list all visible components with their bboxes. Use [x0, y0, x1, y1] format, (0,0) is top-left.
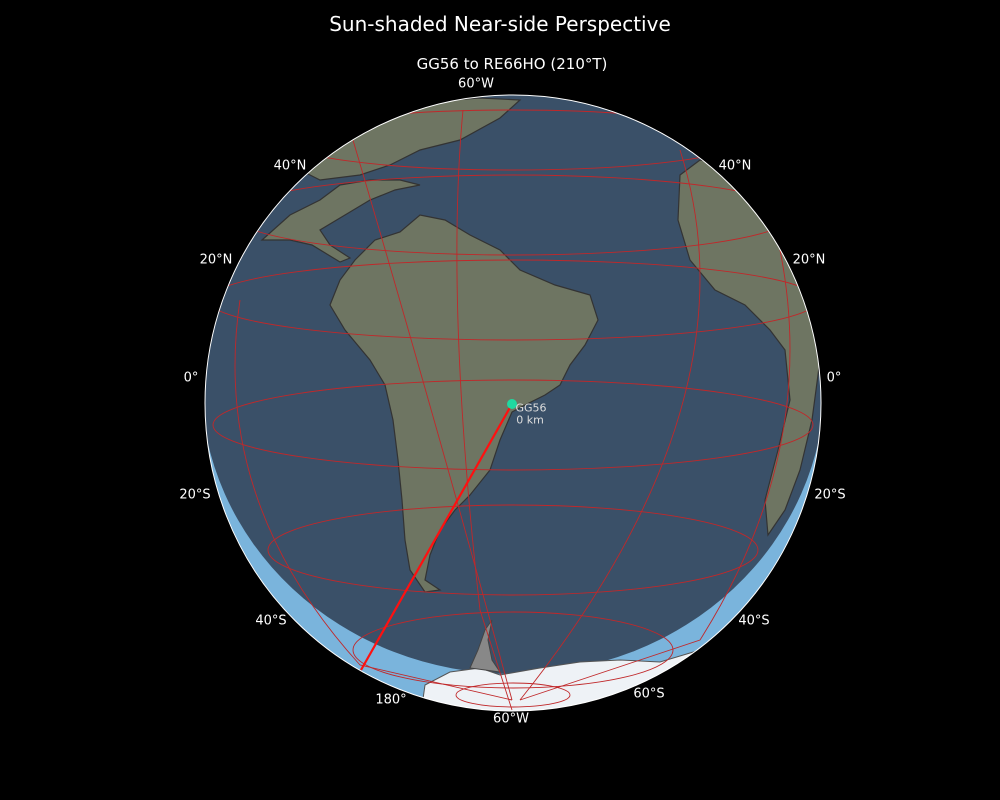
great-circle-path: [360, 403, 513, 671]
lat-label-right-60s: 60°S: [633, 686, 665, 702]
gg56-marker[interactable]: [507, 399, 517, 409]
lat-label-left-20s: 20°S: [179, 487, 211, 503]
map-title: Sun-shaded Near-side Perspective: [329, 12, 671, 36]
globe-outline: [204, 94, 822, 712]
lon-label-top: 60°W: [458, 76, 494, 92]
lon-label-180: 180°: [375, 692, 407, 708]
lat-label-right-20n: 20°N: [792, 252, 826, 268]
lon-label-bottom: 60°W: [493, 711, 529, 727]
lat-label-right-0: 0°: [826, 370, 842, 386]
marker-distance: 0 km: [516, 413, 544, 427]
lat-label-right-40s: 40°S: [738, 613, 770, 629]
lat-label-left-20n: 20°N: [199, 252, 233, 268]
lat-label-left-40s: 40°S: [255, 613, 287, 629]
lat-label-right-20s: 20°S: [814, 487, 846, 503]
antarctic-peninsula: [469, 619, 502, 673]
lat-label-left-40n: 40°N: [273, 158, 307, 174]
marker-label: GG56: [515, 401, 547, 415]
map-subtitle: GG56 to RE66HO (210°T): [416, 55, 608, 73]
lat-label-right-40n: 40°N: [718, 158, 752, 174]
lat-label-left-0: 0°: [183, 370, 199, 386]
